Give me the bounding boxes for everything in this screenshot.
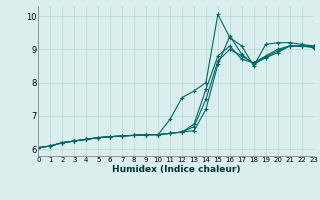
- X-axis label: Humidex (Indice chaleur): Humidex (Indice chaleur): [112, 165, 240, 174]
